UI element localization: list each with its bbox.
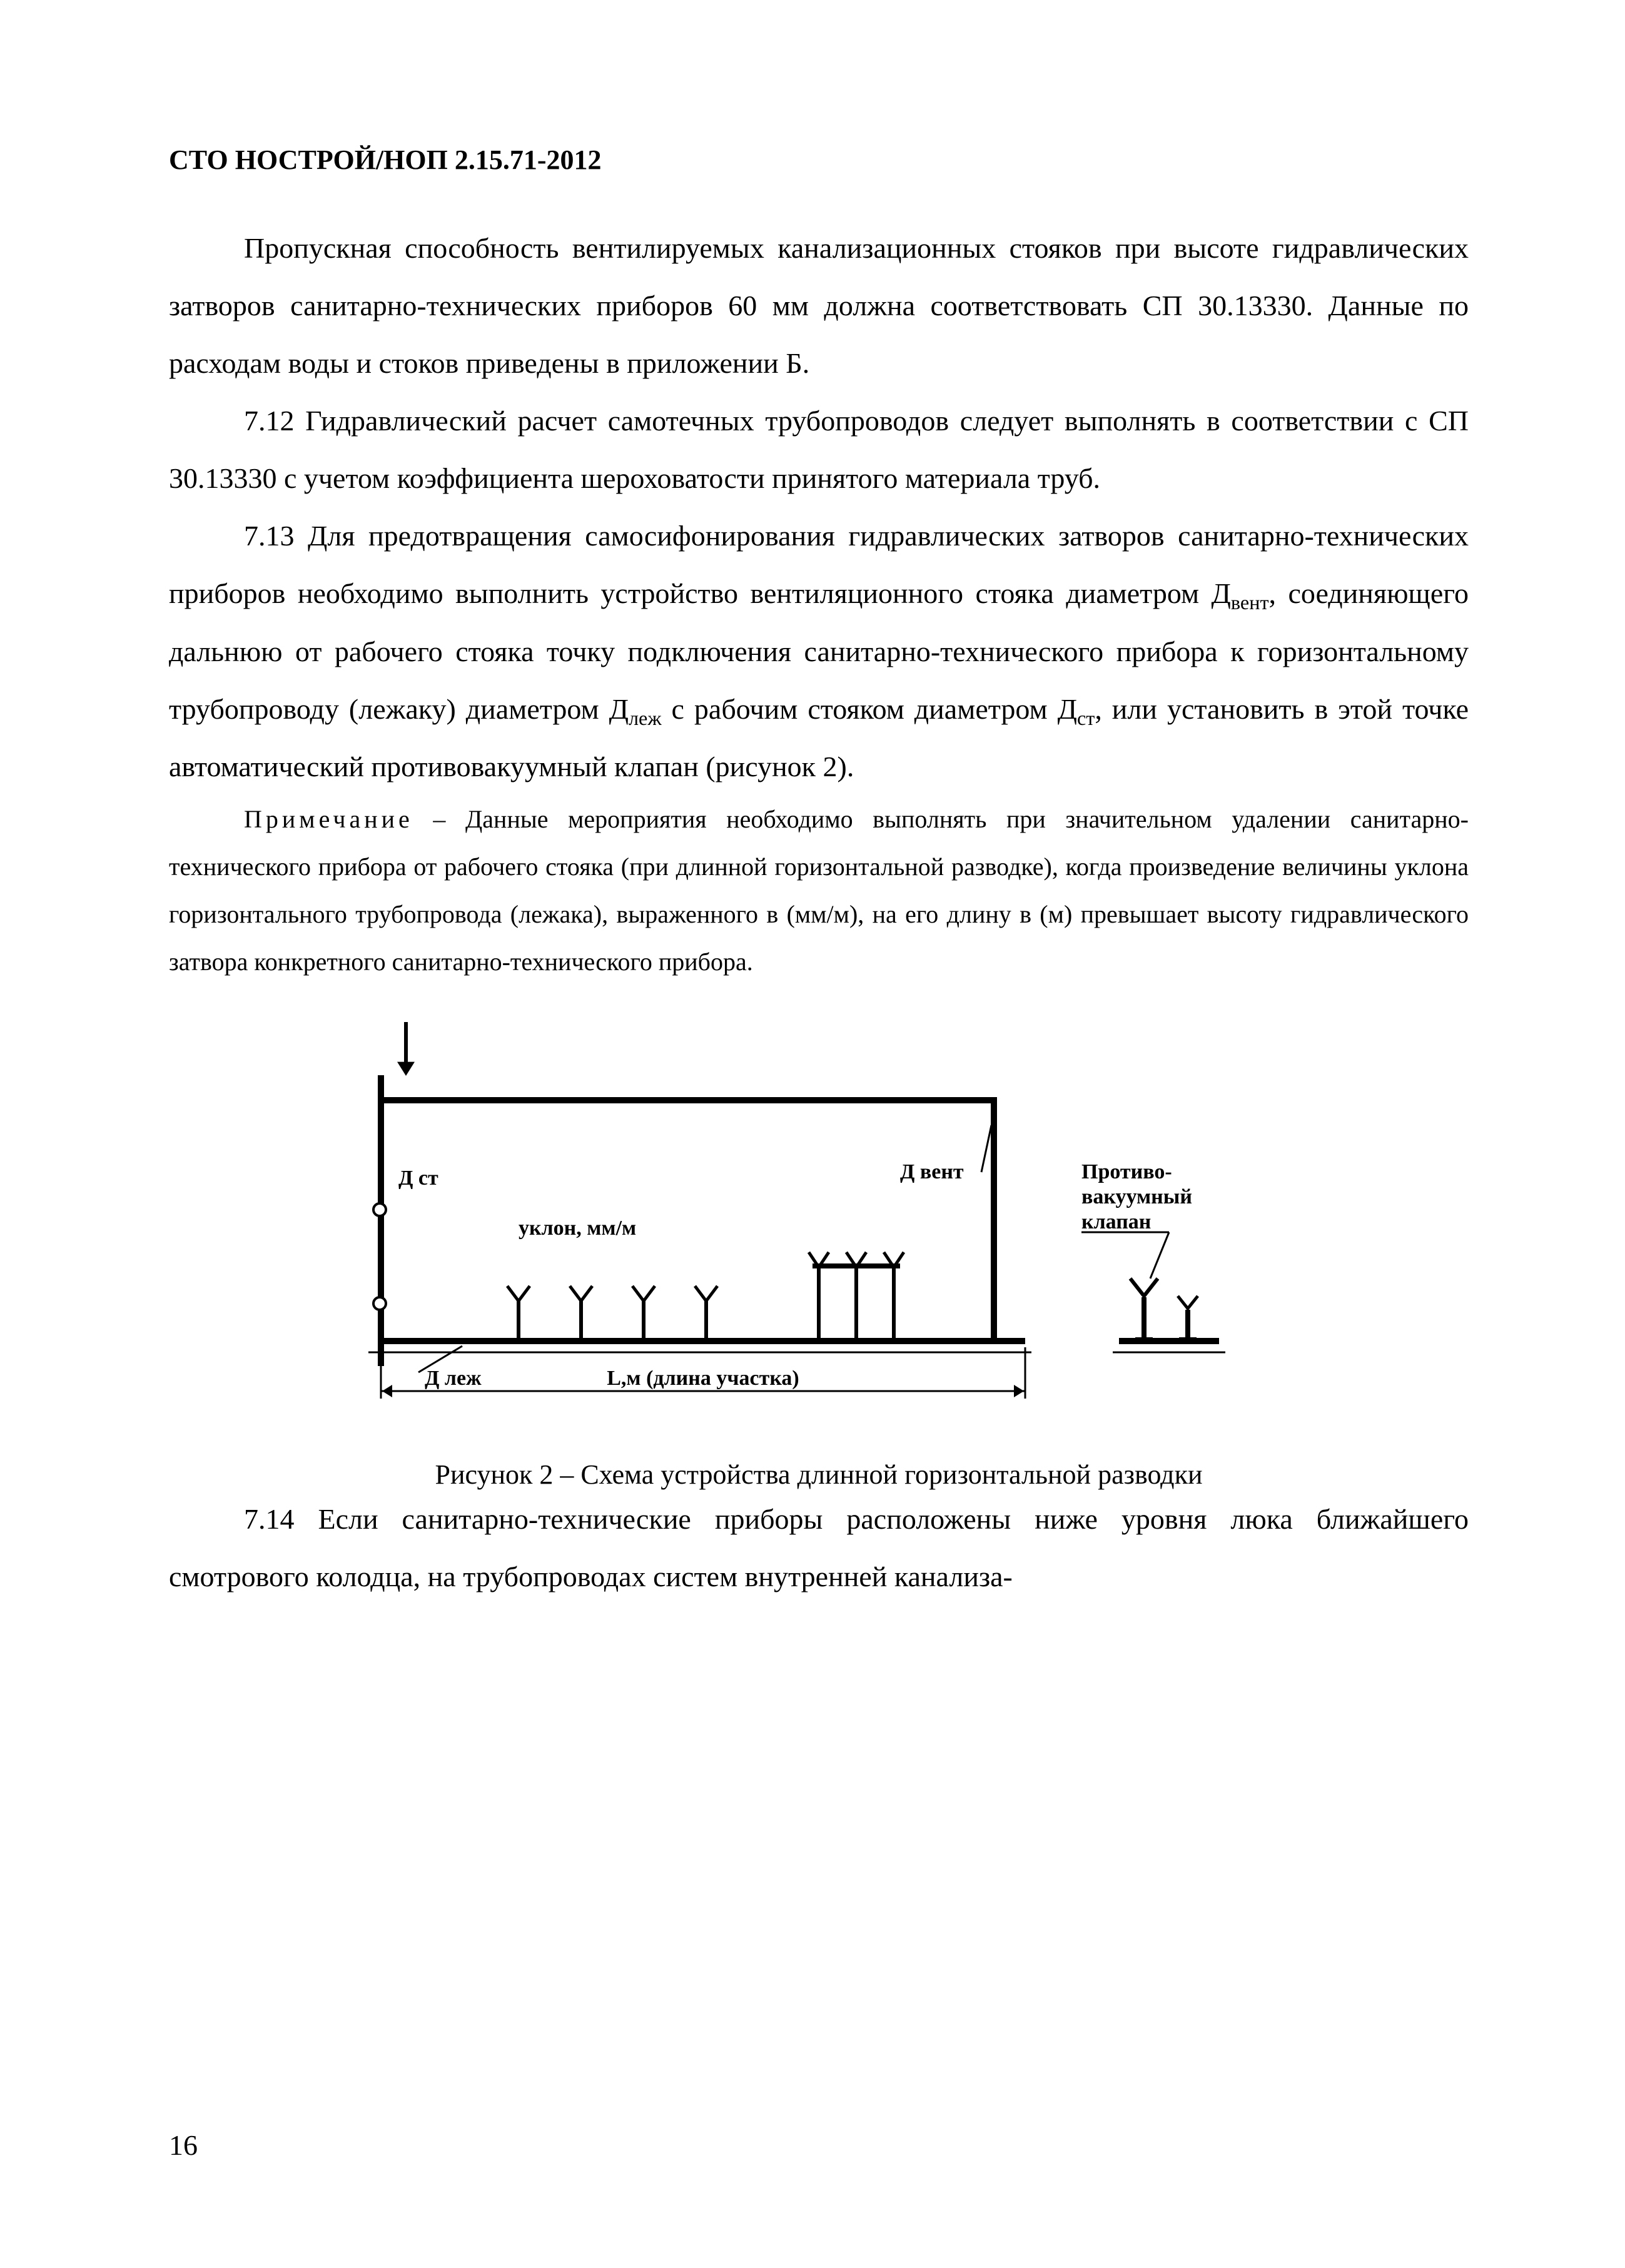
svg-text:уклон, мм/м: уклон, мм/м — [519, 1217, 636, 1240]
svg-text:вакуумный: вакуумный — [1081, 1185, 1192, 1208]
svg-text:Противо-: Противо- — [1081, 1160, 1172, 1183]
p3-sub-vent: вент — [1231, 591, 1269, 614]
doc-header: СТО НОСТРОЙ/НОП 2.15.71-2012 — [169, 144, 1469, 176]
paragraph-7-12: 7.12 Гидравлический расчет самотечных тр… — [169, 392, 1469, 507]
p3-sub-st: ст — [1077, 707, 1095, 729]
figure-2-caption: Рисунок 2 – Схема устройства длинной гор… — [435, 1459, 1203, 1491]
p3-part-c: с рабочим стояком диаметром Д — [662, 693, 1077, 725]
figure-2: Д ст Д вент уклон, мм/м Д леж L,м (длина уча… — [169, 997, 1469, 1491]
page: СТО НОСТРОЙ/НОП 2.15.71-2012 Пропускная … — [0, 0, 1625, 2268]
svg-text:клапан: клапан — [1081, 1210, 1151, 1233]
svg-text:Д леж: Д леж — [425, 1367, 482, 1390]
page-number: 16 — [169, 2129, 198, 2162]
svg-text:Д вент: Д вент — [900, 1160, 964, 1183]
note-label: Примечание — [244, 805, 413, 833]
paragraph-7-13: 7.13 Для предотвращения самосифонировани… — [169, 507, 1469, 796]
p3-sub-lezh: леж — [629, 707, 662, 729]
svg-text:L,м (длина участка): L,м (длина участка) — [607, 1367, 799, 1390]
paragraph-7-14: 7.14 Если санитарно-технические приборы … — [169, 1491, 1469, 1606]
paragraph-intro: Пропускная способность вентилируемых кан… — [169, 220, 1469, 392]
figure-2-svg: Д ст Д вент уклон, мм/м Д леж L,м (длина уча… — [318, 997, 1319, 1447]
svg-text:Д ст: Д ст — [398, 1167, 438, 1190]
paragraph-note: Примечание – Данные мероприятия необходи… — [169, 796, 1469, 986]
